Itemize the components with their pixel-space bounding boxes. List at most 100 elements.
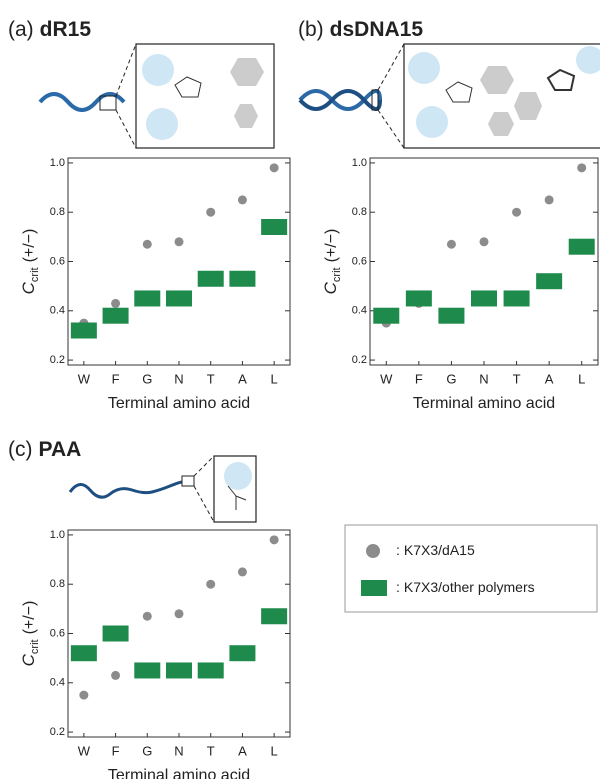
data-box [438,308,464,324]
y-tick-label: 0.2 [50,354,65,366]
y-tick-label: 1.0 [50,157,65,169]
x-tick-label: G [142,743,152,758]
plot-frame [68,158,290,365]
y-tick-label: 0.2 [50,726,65,738]
figure: :K7X3/dA15:K7X3/other polymers (a)dR150.… [0,0,600,779]
y-tick-label: 0.4 [50,677,65,689]
x-tick-label: A [238,743,247,758]
x-tick-label: W [78,743,91,758]
y-label-main: C [19,653,38,666]
x-tick-label: T [207,371,215,386]
data-point [143,612,152,621]
y-tick-label: 0.4 [50,305,65,317]
data-point [238,567,247,576]
illustration-a [40,44,274,148]
x-tick-label: W [380,371,393,386]
data-box [261,608,287,624]
data-point [206,580,215,589]
x-axis-label: Terminal amino acid [413,395,555,412]
y-tick-label: 0.8 [50,206,65,218]
illustration-b [300,44,600,148]
data-box [261,219,287,235]
data-point [143,240,152,249]
data-point [480,237,489,246]
data-point [577,163,586,172]
legend-label: :K7X3/dA15 [396,542,475,558]
y-tick-label: 0.8 [50,578,65,590]
legend-separator: : [396,542,400,558]
data-point [206,208,215,217]
data-point [175,237,184,246]
page: :K7X3/dA15:K7X3/other polymers (a)dR150.… [0,0,600,779]
y-tick-label: 1.0 [352,157,367,169]
y-tick-label: 0.6 [50,255,65,267]
legend-separator: : [396,579,400,595]
data-box [229,271,255,287]
data-box [504,290,530,306]
legend: :K7X3/dA15:K7X3/other polymers [345,525,597,612]
panel-name: dR15 [40,18,92,41]
x-tick-label: N [174,743,183,758]
x-tick-label: L [578,371,585,386]
plot-frame [370,158,598,365]
data-box [71,323,97,339]
panel-title: (a) dR15 [8,18,91,41]
data-box [103,308,129,324]
data-box [536,273,562,289]
y-label-sub: crit [29,267,41,282]
data-point [270,535,279,544]
legend-label: :K7X3/other polymers [396,579,535,595]
legend-box [345,525,597,612]
data-box [103,626,129,642]
data-box [406,290,432,306]
data-box [229,645,255,661]
data-box [471,290,497,306]
data-point [447,240,456,249]
data-point [512,208,521,217]
data-box [71,645,97,661]
x-axis-label: Terminal amino acid [108,395,250,412]
data-point [545,195,554,204]
legend-name: K7X3/dA15 [404,542,475,558]
x-tick-label: L [271,743,278,758]
y-label-sub: crit [331,267,343,282]
y-axis-label: Ccrit(+/−) [321,229,342,295]
data-box [166,662,192,678]
x-tick-label: L [271,371,278,386]
panel-label: (a) [8,18,34,41]
data-box [569,239,595,255]
data-box [198,662,224,678]
x-tick-label: T [207,743,215,758]
plot-frame [68,530,290,737]
legend-name: K7X3/other polymers [404,579,535,595]
data-box [134,290,160,306]
y-tick-label: 0.6 [50,627,65,639]
data-point [238,195,247,204]
y-axis-label: Ccrit (+/−) [19,229,40,295]
y-tick-label: 0.8 [352,206,367,218]
y-label-unit: (+/−) [21,229,38,263]
x-tick-label: N [479,371,488,386]
x-tick-label: A [238,371,247,386]
y-axis-label: Ccrit(+/−) [19,601,40,667]
data-point [111,671,120,680]
data-point [79,691,88,700]
x-tick-label: F [415,371,423,386]
y-tick-label: 0.6 [352,255,367,267]
x-tick-label: G [446,371,456,386]
x-tick-label: N [174,371,183,386]
data-point [111,299,120,308]
panel-label: (c) [8,438,33,461]
data-box [134,662,160,678]
chart-panel: (c) PAA 0.2 0.4 0.6 0.8 1.0 Ccrit(+/−) W F G N T A L Te… [8,438,290,779]
x-tick-label: F [112,743,120,758]
panel-title: (b)dsDNA15 [298,18,423,41]
x-tick-label: T [513,371,521,386]
x-axis-label: Terminal amino acid [108,767,250,779]
panel-name: PAA [39,438,82,461]
y-label-main: C [19,281,38,294]
y-tick-label: 1.0 [50,529,65,541]
y-label-unit: (+/−) [21,601,38,635]
data-box [198,271,224,287]
